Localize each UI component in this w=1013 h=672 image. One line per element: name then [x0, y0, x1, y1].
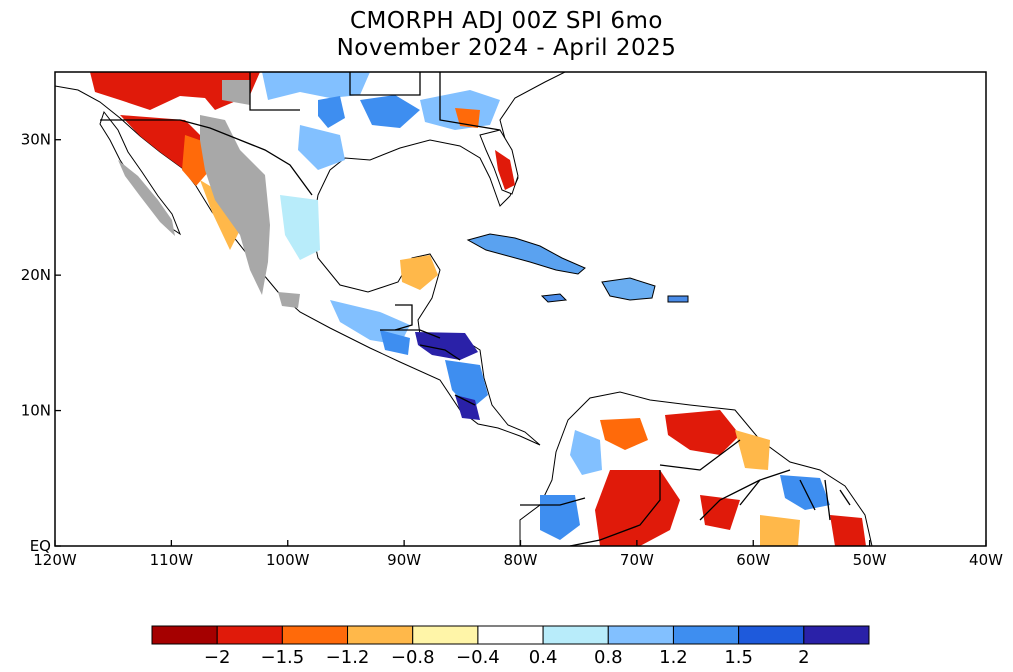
lat-tick-label: 20N — [21, 266, 51, 284]
map-field — [55, 72, 873, 546]
map-title: CMORPH ADJ 00Z SPI 6mo — [349, 8, 663, 34]
lon-tick-label: 90W — [387, 551, 421, 569]
colorbar-label: −0.8 — [391, 647, 435, 668]
land-puerto-rico — [667, 295, 689, 303]
colorbar-swatch — [216, 625, 283, 645]
lat-tick-label: 10N — [21, 402, 51, 420]
colorbar-label: 1.2 — [659, 647, 688, 668]
colorbar: −2 −1.5 −1.2 −0.8 −0.4 0.4 0.8 1.2 1.5 2 — [151, 625, 870, 668]
colorbar-swatch — [412, 625, 479, 645]
colorbar-label: 2 — [798, 647, 809, 668]
colorbar-swatch — [347, 625, 414, 645]
colorbar-label: 0.4 — [529, 647, 558, 668]
lon-tick-label: 80W — [504, 551, 538, 569]
lon-tick-label: 70W — [620, 551, 654, 569]
colorbar-swatch — [607, 625, 674, 645]
colorbar-label: −0.4 — [456, 647, 500, 668]
colorbar-swatch — [803, 625, 870, 645]
lat-tick-label: 30N — [21, 131, 51, 149]
anomaly-patches — [90, 72, 866, 546]
land-jamaica — [540, 293, 568, 303]
border-lines — [100, 72, 851, 546]
colorbar-label: −2 — [204, 647, 231, 668]
colorbar-label: 0.8 — [594, 647, 623, 668]
lon-tick-label: 60W — [736, 551, 770, 569]
colorbar-label: 1.5 — [724, 647, 753, 668]
lon-tick-label: 110W — [150, 551, 194, 569]
colorbar-label: −1.5 — [261, 647, 305, 668]
lat-tick-label: EQ — [30, 537, 51, 555]
colorbar-swatch — [477, 625, 544, 645]
axis-ticks: 120W 110W 100W 90W 80W 70W 60W 50W 40W EQ 10N 20N 30… — [21, 131, 1003, 569]
lon-tick-label: 120W — [33, 551, 77, 569]
map-subtitle: November 2024 - April 2025 — [336, 35, 677, 61]
colorbar-swatch — [281, 625, 349, 645]
lon-tick-label: 100W — [266, 551, 310, 569]
colorbar-swatch — [542, 625, 609, 645]
colorbar-label: −1.2 — [326, 647, 370, 668]
land-hispaniola — [601, 277, 656, 301]
colorbar-swatch — [738, 625, 805, 645]
land-cuba — [466, 233, 586, 275]
colorbar-swatch — [672, 625, 740, 645]
colorbar-swatch — [151, 625, 218, 645]
lon-tick-label: 50W — [853, 551, 887, 569]
lon-tick-label: 40W — [969, 551, 1003, 569]
